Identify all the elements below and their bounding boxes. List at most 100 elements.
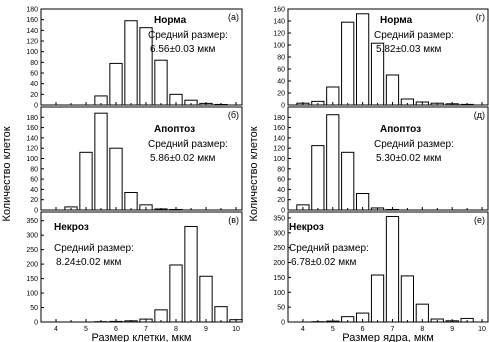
y-tick-label: 40 [30, 81, 38, 88]
y-tick-label: 80 [277, 166, 285, 173]
x-axis-label: Размер клетки, мкм [91, 332, 191, 342]
y-tick-label: 80 [30, 60, 38, 67]
y-tick-label: 0 [34, 320, 38, 327]
y-tick-label: 80 [277, 55, 285, 62]
y-tick-label: 0 [281, 103, 285, 110]
y-tick-label: 160 [26, 17, 38, 24]
y-tick-label: 60 [277, 177, 285, 184]
y-tick-label: 180 [273, 115, 285, 122]
y-tick-label: 100 [273, 156, 285, 163]
histogram-bar [386, 216, 398, 322]
mean-size-label: Средний размер: [374, 139, 454, 150]
histogram-bar [386, 75, 398, 105]
y-tick-label: 50 [277, 305, 285, 312]
y-tick-label: 300 [273, 230, 285, 237]
condition-label: Норма [154, 15, 187, 26]
y-tick-label: 120 [26, 146, 38, 153]
mean-size-value: 5.82±0.03 мкм [376, 44, 441, 55]
mean-size-label: Средний размер: [148, 139, 228, 150]
x-tick-label: 9 [204, 326, 208, 333]
histogram-bar [342, 22, 354, 105]
panel-6: 0501001502002503003504 5 6 7 8 9 10Размер ядра… [273, 212, 488, 342]
histogram-bar [95, 113, 107, 210]
histogram-bar [327, 115, 339, 210]
y-tick-label: 100 [273, 290, 285, 297]
histogram-bar [342, 152, 354, 210]
y-tick-label: 150 [273, 275, 285, 282]
condition-label: Апоптоз [380, 124, 421, 135]
panel-letter: (г) [476, 12, 485, 22]
y-tick-label: 40 [277, 187, 285, 194]
panel-letter: (е) [474, 215, 485, 225]
mean-size-value: 6.78±0.02 мкм [291, 257, 356, 268]
histogram-bar [200, 276, 212, 322]
histogram-bar [80, 152, 92, 210]
condition-label: Некроз [289, 222, 324, 233]
histogram-bar [185, 226, 197, 322]
y-tick-label: 160 [273, 125, 285, 132]
y-tick-label: 0 [281, 208, 285, 215]
panel-letter: (а) [228, 12, 239, 22]
panel-letter: (б) [228, 110, 239, 120]
mean-size-label: Средний размер: [54, 243, 134, 254]
panel-2: 0 20 40 60 80 100 120 140 160 180 (б) Апоптоз Средни… [26, 107, 242, 215]
y-tick-label: 250 [273, 245, 285, 252]
y-tick-label: 160 [26, 125, 38, 132]
x-tick-label: 10 [232, 326, 240, 333]
panel-1: 0 20 40 60 80 100 120 140 160 180 (а) Норма Средний … [26, 7, 242, 110]
panel-4: 0 20 40 60 80 100 120 140 160 (г) Норма Средний раз… [273, 7, 488, 110]
mean-size-label: Средний размер: [374, 30, 454, 41]
condition-label: Некроз [54, 222, 89, 233]
y-tick-label: 60 [277, 67, 285, 74]
y-tick-label: 0 [34, 208, 38, 215]
x-tick-label: 4 [301, 326, 305, 333]
panel-5: 0 20 40 60 80 100 120 140 160 180 (д) Апоптоз Средни… [273, 107, 488, 215]
y-tick-label: 50 [30, 305, 38, 312]
y-tick-label: 120 [273, 146, 285, 153]
y-tick-label: 250 [26, 247, 38, 254]
y-tick-label: 100 [26, 291, 38, 298]
y-axis-label-left: Количество клеток [1, 126, 13, 221]
y-tick-label: 300 [26, 233, 38, 240]
y-tick-label: 140 [273, 19, 285, 26]
mean-size-value: 6.56±0.03 мкм [150, 44, 215, 55]
histogram-bar [357, 14, 369, 105]
y-tick-label: 350 [26, 218, 38, 225]
y-tick-label: 60 [30, 71, 38, 78]
histogram-bar [155, 60, 167, 105]
y-tick-label: 0 [34, 103, 38, 110]
y-tick-label: 100 [26, 49, 38, 56]
x-axis-label: Размер ядра, мкм [342, 332, 434, 342]
y-tick-label: 40 [277, 79, 285, 86]
histogram-bar [401, 276, 413, 322]
mean-size-value: 5.86±0.02 мкм [150, 153, 215, 164]
x-tick-label: 5 [84, 326, 88, 333]
y-tick-label: 150 [26, 276, 38, 283]
y-tick-label: 20 [277, 197, 285, 204]
y-tick-label: 120 [273, 31, 285, 38]
mean-size-value: 8.24±0.02 мкм [56, 257, 121, 268]
x-tick-label: 4 [54, 326, 58, 333]
condition-label: Апоптоз [154, 124, 195, 135]
histogram-bar [312, 146, 324, 210]
x-tick-label: 9 [450, 326, 454, 333]
y-tick-label: 20 [277, 91, 285, 98]
histogram-bar [110, 63, 122, 105]
x-tick-label: 10 [478, 326, 486, 333]
y-tick-label: 40 [30, 187, 38, 194]
y-tick-label: 350 [273, 215, 285, 222]
histogram-bar [110, 148, 122, 210]
y-tick-label: 100 [26, 156, 38, 163]
y-tick-label: 60 [30, 177, 38, 184]
y-tick-label: 120 [26, 39, 38, 46]
y-tick-label: 100 [273, 43, 285, 50]
y-tick-label: 180 [26, 7, 38, 14]
panel-letter: (д) [474, 110, 485, 120]
y-tick-label: 200 [26, 262, 38, 269]
histogram-bar [371, 275, 383, 322]
histogram-bar [125, 21, 137, 105]
mean-size-label: Средний размер: [148, 30, 228, 41]
y-tick-label: 140 [26, 28, 38, 35]
y-tick-label: 160 [273, 7, 285, 14]
